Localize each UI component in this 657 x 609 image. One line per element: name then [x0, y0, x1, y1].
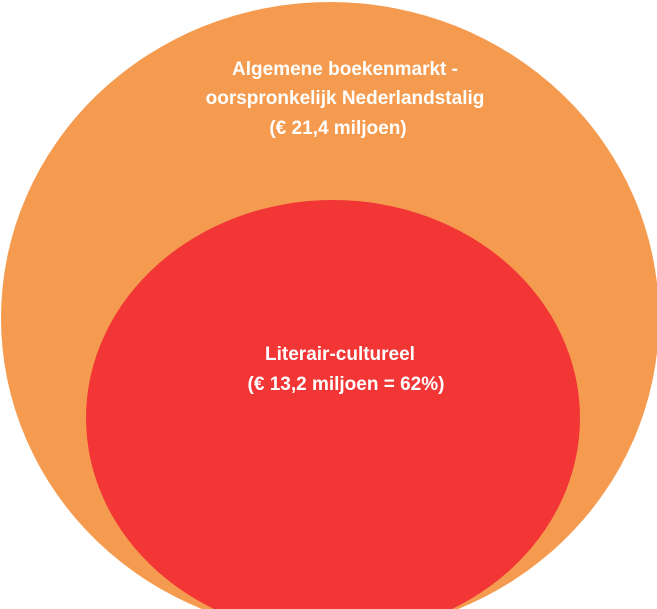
outer-label-line: Algemene boekenmarkt -: [232, 59, 458, 80]
inner-label-line: Literair-cultureel: [265, 344, 415, 365]
outer-label-line: (€ 21,4 miljoen): [269, 118, 406, 139]
inner-label-line: (€ 13,2 miljoen = 62%): [248, 374, 445, 395]
outer-label-line: oorspronkelijk Nederlandstalig: [206, 88, 485, 109]
inner-circle: [86, 200, 580, 609]
